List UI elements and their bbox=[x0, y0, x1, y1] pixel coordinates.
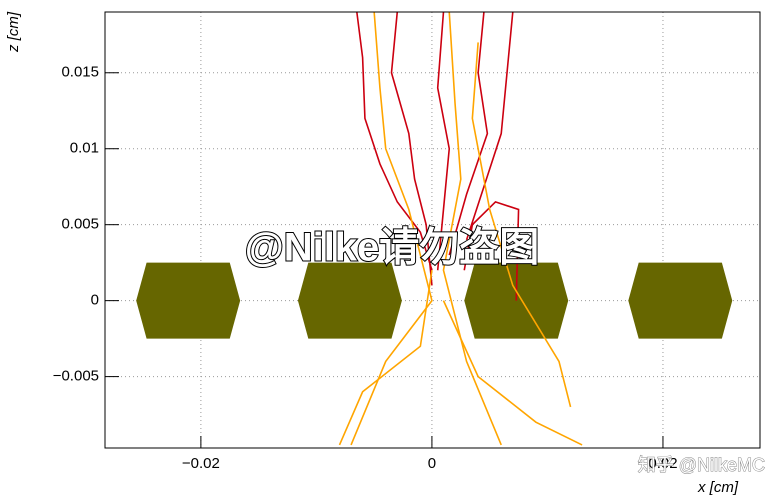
y-tick-label: 0 bbox=[91, 292, 99, 309]
y-axis-label: z [cm] bbox=[5, 11, 22, 53]
y-tick-label: 0.01 bbox=[70, 140, 99, 157]
track bbox=[442, 300, 583, 446]
plot-frame bbox=[104, 11, 761, 449]
watermark: 知乎 @NilkeMC bbox=[638, 455, 765, 475]
track bbox=[471, 42, 572, 408]
hexagon bbox=[136, 262, 241, 339]
track bbox=[442, 12, 502, 446]
track bbox=[356, 12, 433, 271]
y-tick-label: 0.015 bbox=[61, 64, 99, 81]
x-tick-label: 0 bbox=[428, 455, 436, 472]
hexagon bbox=[297, 262, 402, 339]
track bbox=[465, 12, 514, 241]
x-tick-label: 0.02 bbox=[648, 455, 677, 472]
hexagon bbox=[628, 262, 733, 339]
track bbox=[350, 12, 433, 446]
x-tick-label: −0.02 bbox=[182, 455, 220, 472]
track bbox=[448, 12, 489, 256]
track bbox=[463, 200, 520, 301]
y-tick-label: −0.005 bbox=[53, 368, 99, 385]
x-axis-label: x [cm] bbox=[697, 479, 739, 496]
y-tick-label: 0.005 bbox=[61, 216, 99, 233]
track bbox=[338, 270, 433, 446]
track bbox=[390, 12, 433, 286]
watermark: @Nilke请勿盗图 bbox=[245, 226, 540, 270]
track bbox=[436, 12, 451, 271]
